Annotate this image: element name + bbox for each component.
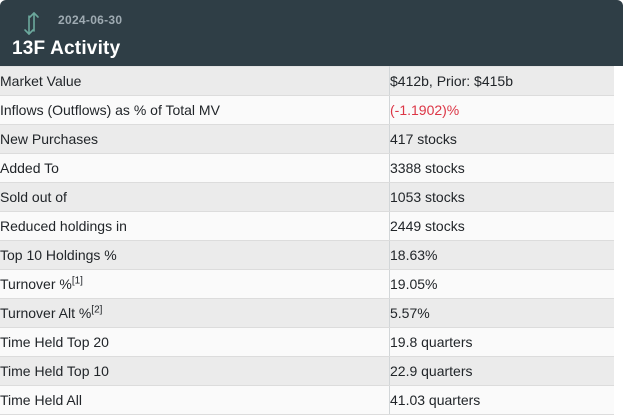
footnote-ref-icon: [1] — [71, 275, 83, 287]
row-label: Time Held All — [0, 385, 390, 415]
table-row: Added To 3388 stocks — [0, 153, 614, 183]
row-label: New Purchases — [0, 124, 390, 154]
panel-header: 2024-06-30 13F Activity — [0, 0, 623, 66]
row-value: 41.03 quarters — [389, 385, 614, 415]
table-row: Market Value $412b, Prior: $415b — [0, 66, 614, 96]
row-value: 19.05% — [389, 269, 614, 299]
table-row: Time Held Top 20 19.8 quarters — [0, 327, 614, 357]
table-row: Reduced holdings in 2449 stocks — [0, 211, 614, 241]
activity-table-body: Market Value $412b, Prior: $415b Inflows… — [0, 66, 614, 415]
row-label: Inflows (Outflows) as % of Total MV — [0, 95, 390, 125]
table-row: Top 10 Holdings % 18.63% — [0, 240, 614, 270]
row-label: Market Value — [0, 66, 390, 96]
row-value: 2449 stocks — [389, 211, 614, 241]
row-value: 18.63% — [389, 240, 614, 270]
footnote-ref-icon: [2] — [91, 304, 103, 316]
row-value: (-1.1902)% — [389, 95, 614, 125]
row-value: 5.57% — [389, 298, 614, 328]
panel-title: 13F Activity — [12, 38, 121, 59]
table-row: Turnover %[1] 19.05% — [0, 269, 614, 299]
row-label: Added To — [0, 153, 390, 183]
table-row: Inflows (Outflows) as % of Total MV (-1.… — [0, 95, 614, 125]
table-row: Time Held All 41.03 quarters — [0, 385, 614, 415]
row-label: Turnover Alt %[2] — [0, 298, 390, 328]
table-row: Time Held Top 10 22.9 quarters — [0, 356, 614, 386]
row-label: Turnover %[1] — [0, 269, 390, 299]
row-label: Time Held Top 20 — [0, 327, 390, 357]
row-value: 22.9 quarters — [389, 356, 614, 386]
table-row: Turnover Alt %[2] 5.57% — [0, 298, 614, 328]
row-label: Sold out of — [0, 182, 390, 212]
row-value: $412b, Prior: $415b — [389, 66, 614, 96]
row-label: Reduced holdings in — [0, 211, 390, 241]
row-value: 417 stocks — [389, 124, 614, 154]
row-label: Time Held Top 10 — [0, 356, 390, 386]
row-value: 3388 stocks — [389, 153, 614, 183]
report-date: 2024-06-30 — [58, 13, 123, 27]
row-value: 1053 stocks — [389, 182, 614, 212]
table-row: New Purchases 417 stocks — [0, 124, 614, 154]
activity-table: Market Value $412b, Prior: $415b Inflows… — [0, 66, 614, 415]
table-row: Sold out of 1053 stocks — [0, 182, 614, 212]
row-value: 19.8 quarters — [389, 327, 614, 357]
row-label: Top 10 Holdings % — [0, 240, 390, 270]
up-down-arrows-icon[interactable] — [23, 9, 41, 37]
